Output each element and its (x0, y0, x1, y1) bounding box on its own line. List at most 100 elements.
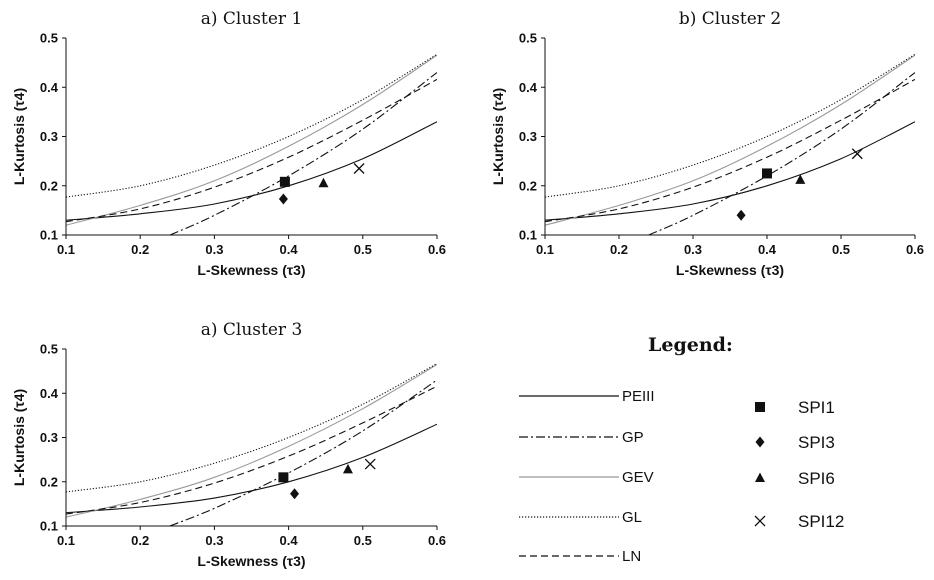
curve-gev (66, 54, 437, 226)
y-tick-label: 0.4 (40, 386, 59, 401)
curve-peiii (66, 121, 437, 221)
curve-gp (169, 72, 437, 235)
panel-2: b) Cluster 2 0.1 0.2 0.3 0.4 0.5 0.6 0.1 0.2 0.3 0… (490, 9, 924, 278)
x-tick-label: 0.2 (610, 242, 628, 257)
panel-title: b) Cluster 2 (679, 9, 781, 29)
x-tick-label: 0.4 (280, 533, 299, 548)
curve-gp (648, 72, 915, 235)
point-spi1 (279, 176, 290, 187)
x-tick-label: 0.5 (354, 242, 372, 257)
panel-1: a) Cluster 1 0.1 0.2 0.3 0.4 0.5 0.6 0.1 0.2 0.3 0… (11, 9, 446, 278)
y-tick-label: 0.5 (519, 31, 537, 46)
legend-marker-spi12 (754, 515, 766, 527)
legend-marker-spi3 (755, 436, 765, 448)
panel-title: a) Cluster 3 (201, 320, 303, 340)
curve-gev (66, 364, 437, 518)
data-points (736, 148, 863, 221)
curves (545, 53, 915, 235)
x-axis-label-symbol: (τ3) (282, 262, 305, 278)
curve-peiii (66, 423, 437, 514)
y-tick-label: 0.2 (40, 474, 58, 489)
legend: Legend: PEIII GP GEV GL LN SPI1 SPI3 SPI6 SPI12 (519, 334, 844, 565)
y-axis-label: L-Kurtosis (τ4) (490, 88, 506, 185)
legend-marker-label: SPI6 (798, 469, 835, 488)
x-axis-label: L-Skewness (τ3) (197, 262, 305, 278)
y-axis-label-text: L-Kurtosis (11, 416, 27, 486)
panel-title: a) Cluster 1 (201, 9, 303, 29)
point-spi12 (364, 458, 376, 470)
x-axis-label-text: L-Skewness (197, 262, 278, 278)
y-axis-label-symbol: (τ4) (490, 88, 506, 111)
point-spi12 (353, 163, 365, 174)
legend-line-label: GEV (622, 469, 654, 486)
x-tick-label: 0.1 (536, 242, 554, 257)
legend-marker-label: SPI3 (798, 433, 835, 452)
y-axis-label: L-Kurtosis (τ4) (11, 389, 27, 486)
y-tick-label: 0.5 (40, 31, 58, 46)
panel-3: a) Cluster 3 0.1 0.2 0.3 0.4 0.5 0.6 0.1 0.2 0.3 0… (11, 320, 446, 569)
legend-marker-label: SPI12 (798, 512, 844, 531)
y-axis-label: L-Kurtosis (τ4) (11, 88, 27, 185)
point-spi3 (736, 209, 746, 221)
x-tick-label: 0.6 (906, 242, 924, 257)
x-tick-label: 0.6 (428, 242, 446, 257)
curve-gl (545, 53, 915, 198)
curve-ln (66, 385, 437, 515)
y-tick-label: 0.5 (40, 342, 58, 357)
data-points (278, 458, 376, 500)
x-axis-label-symbol: (τ3) (282, 553, 305, 569)
y-tick-label: 0.1 (40, 228, 58, 243)
y-axis-label-text: L-Kurtosis (11, 115, 27, 185)
point-spi6 (318, 177, 329, 188)
legend-line-label: GL (622, 509, 642, 526)
y-axis-label-symbol: (τ4) (11, 88, 27, 111)
x-tick-label: 0.5 (354, 533, 372, 548)
point-spi3 (290, 488, 300, 500)
y-tick-label: 0.3 (40, 430, 58, 445)
y-tick-label: 0.1 (40, 519, 58, 534)
point-spi1 (278, 472, 289, 483)
data-points (278, 163, 365, 205)
legend-line-label: LN (622, 548, 641, 565)
curves (66, 53, 437, 235)
x-tick-label: 0.2 (131, 242, 149, 257)
x-tick-label: 0.6 (428, 533, 446, 548)
legend-marker-label: SPI1 (798, 398, 835, 417)
x-tick-label: 0.1 (57, 533, 75, 548)
curve-gl (66, 53, 437, 198)
y-tick-label: 0.2 (519, 178, 537, 193)
y-tick-label: 0.4 (519, 80, 538, 95)
curve-peiii (545, 121, 915, 221)
curve-gp (169, 379, 437, 526)
legend-line-label: GP (622, 429, 644, 446)
x-axis-label: L-Skewness (τ3) (676, 262, 784, 278)
x-tick-label: 0.3 (205, 533, 223, 548)
x-tick-label: 0.5 (832, 242, 850, 257)
y-tick-label: 0.3 (40, 129, 58, 144)
x-tick-label: 0.4 (758, 242, 777, 257)
x-axis-label: L-Skewness (τ3) (197, 553, 305, 569)
y-tick-label: 0.4 (40, 80, 59, 95)
x-tick-label: 0.3 (684, 242, 702, 257)
legend-marker-spi6 (755, 472, 765, 482)
point-spi6 (342, 463, 353, 474)
x-tick-label: 0.2 (131, 533, 149, 548)
x-tick-label: 0.1 (57, 242, 75, 257)
legend-line-label: PEIII (622, 388, 655, 405)
legend-marker-spi1 (755, 402, 765, 412)
curve-ln (545, 78, 915, 223)
y-tick-label: 0.2 (40, 178, 58, 193)
x-axis-label-text: L-Skewness (197, 553, 278, 569)
point-spi12 (851, 148, 863, 160)
y-axis-label-text: L-Kurtosis (490, 115, 506, 185)
y-axis-label-symbol: (τ4) (11, 389, 27, 412)
y-tick-label: 0.3 (519, 129, 537, 144)
curve-gl (66, 363, 437, 493)
curve-gev (545, 54, 915, 226)
y-tick-label: 0.1 (519, 228, 537, 243)
x-tick-label: 0.3 (205, 242, 223, 257)
x-tick-label: 0.4 (280, 242, 299, 257)
x-axis-label-symbol: (τ3) (761, 262, 784, 278)
curves (66, 363, 437, 526)
point-spi1 (762, 168, 772, 179)
